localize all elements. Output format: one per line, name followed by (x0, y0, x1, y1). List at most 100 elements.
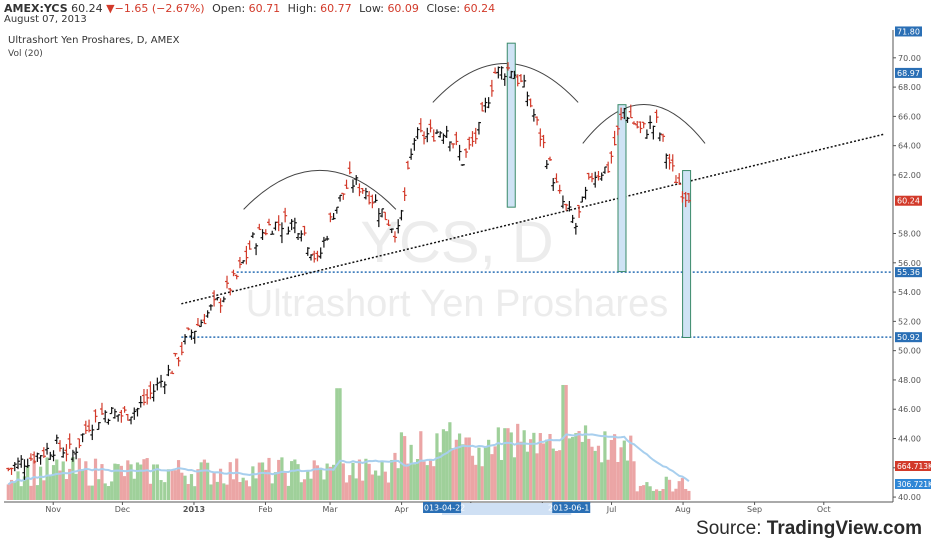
ohlc-bar (473, 127, 478, 144)
ohlc-bar (289, 219, 294, 231)
ohlc-bar (112, 408, 117, 419)
volume-bar (564, 384, 568, 500)
ohlc-bar (615, 125, 620, 136)
ohlc-bar (551, 178, 556, 191)
ohlc-bar (557, 184, 562, 194)
volume-bar (135, 462, 140, 500)
ohlc-bar (370, 194, 375, 209)
volume-bar (302, 479, 307, 500)
volume-bar (166, 469, 171, 500)
volume-bar (428, 458, 433, 500)
volume-bar (677, 481, 681, 500)
volume-bar (535, 453, 539, 500)
volume-bar (48, 475, 52, 500)
low-label: Low: (359, 2, 384, 15)
volume-bar (199, 462, 203, 500)
ohlc-bar (609, 151, 614, 164)
ohlc-bar (392, 231, 397, 243)
volume-bar (328, 466, 332, 500)
ohlc-bar (496, 66, 501, 79)
volume-bar (312, 460, 316, 500)
ohlc-bar (208, 304, 213, 311)
volume-tag-label: 664.713K (897, 462, 932, 471)
volume-bar (283, 472, 287, 500)
open-value: 60.71 (248, 2, 281, 15)
ohlc-bar (590, 172, 594, 183)
volume-bar (622, 440, 626, 500)
volume-bar (412, 464, 416, 500)
ohlc-bar (480, 101, 485, 112)
price-tag-label: 68.97 (897, 69, 920, 78)
ohlc-bar (677, 173, 682, 185)
price-tag (895, 26, 922, 37)
ohlc-bar (360, 187, 365, 194)
volume-bar (139, 464, 143, 500)
volume-bar (632, 461, 636, 500)
volume-bar (561, 384, 565, 500)
ohlc-bar (195, 317, 200, 327)
ohlc-bar (48, 451, 53, 460)
ohlc-bar (186, 327, 191, 331)
source-brand[interactable]: TradingView.com (766, 518, 922, 539)
ohlc-bar (57, 440, 62, 452)
volume-bar (319, 467, 323, 500)
volume-bar (357, 459, 362, 500)
volume-bar (241, 477, 245, 500)
ohlc-bar (103, 410, 108, 423)
ohlc-bar (518, 74, 523, 83)
volume-bar (522, 430, 526, 500)
measured-move-box (617, 104, 627, 273)
ohlc-bar (560, 195, 565, 209)
ohlc-bar (170, 370, 175, 375)
ohlc-bar (155, 377, 160, 391)
date-highlight-box (552, 502, 591, 513)
ohlc-bar (202, 313, 207, 325)
ohlc-bar (396, 219, 401, 234)
volume-bar (132, 478, 136, 500)
ohlc-bar (215, 296, 220, 301)
volume-bar (264, 469, 268, 500)
ohlc-bar (418, 118, 423, 133)
volume-bar (299, 482, 303, 500)
ohlc-bar (573, 222, 578, 235)
ohlc-bar (87, 419, 92, 433)
price-tag (895, 267, 922, 278)
volume-bar (399, 432, 404, 500)
series-title: Ultrashort Yen Proshares, D, AMEX (8, 35, 180, 46)
volume-bar (651, 490, 655, 500)
ohlc-bar (405, 160, 410, 170)
volume-bar (445, 431, 449, 500)
ohlc-bar (661, 133, 666, 142)
ohlc-bar (315, 250, 320, 262)
ohlc-bar (367, 191, 372, 205)
volume-bar (403, 436, 407, 500)
volume-bar (196, 469, 200, 500)
volume-bar (35, 485, 39, 500)
ohlc-bar (109, 407, 114, 415)
ohlc-bar (199, 319, 204, 328)
volume-bar (635, 491, 639, 500)
volume-bar (383, 471, 387, 500)
volume-bar (222, 483, 226, 500)
volume-bar (126, 460, 130, 500)
volume-bar (435, 433, 439, 500)
volume-bar (684, 488, 688, 500)
volume-bar (519, 441, 523, 500)
volume-bar (448, 422, 452, 500)
volume-bar (583, 425, 588, 500)
volume-bar (461, 444, 465, 500)
volume-bar (380, 461, 384, 500)
ohlc-bar (279, 222, 284, 244)
volume-bar (470, 455, 475, 500)
ohlc-bar (276, 215, 281, 232)
ohlc-bar (373, 194, 378, 203)
volume-bar (90, 485, 94, 500)
volume-bar (558, 450, 562, 500)
volume-bar (215, 481, 219, 500)
ohlc-bar (347, 161, 352, 175)
volume-bar (6, 484, 10, 500)
ohlc-bar (586, 172, 591, 180)
volume-bar (603, 431, 607, 500)
ohlc-bar (641, 121, 646, 129)
